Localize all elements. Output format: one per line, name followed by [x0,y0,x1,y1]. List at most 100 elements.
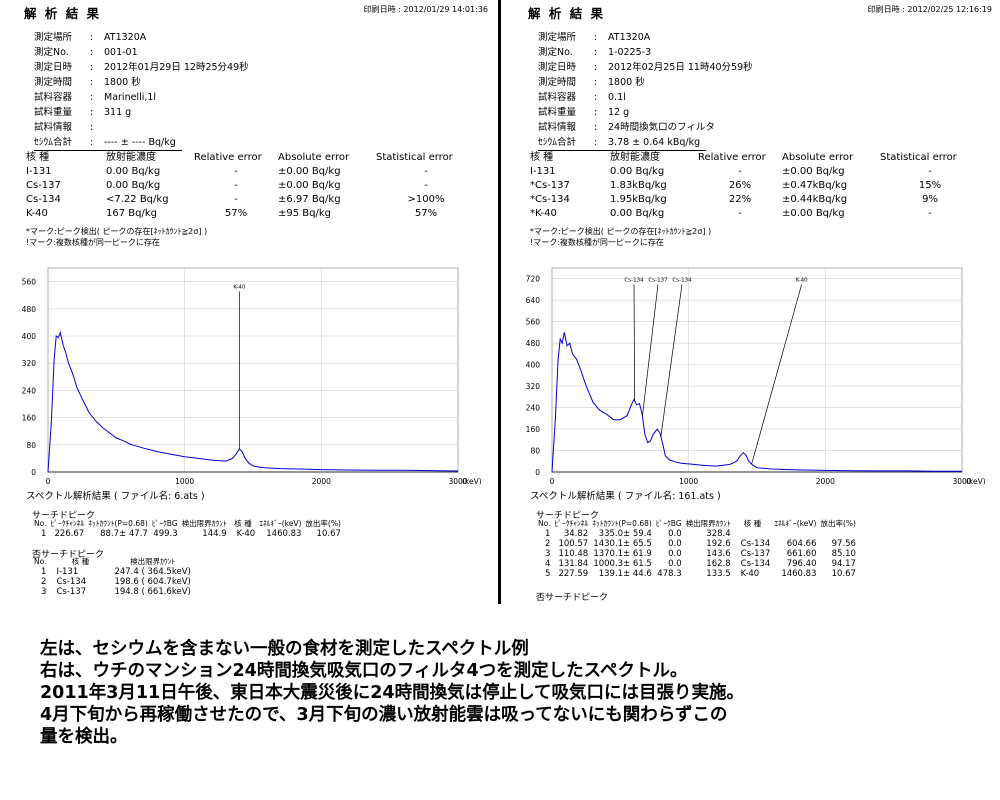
legend-notes: *マーク:ピーク検出( ピークの存在[ﾈｯﾄｶｳﾝﾄ≧2σ] ) !マーク:複数… [530,226,711,248]
meta-row: 測定場所: AT1320A [538,32,651,43]
peak-label: Cs-134 [672,277,692,283]
table-cell: 1430.1± 65.5 [593,539,652,549]
nuclide-name: Cs-137 [535,180,570,191]
absolute-error: ±0.00 Bq/kg [782,166,845,177]
table-cell: 226.67 [54,529,85,539]
table-cell: 335.0± 59.4 [598,529,652,539]
peak-marker-line [751,284,802,465]
peak-table-header: No. ﾋﾟｰｸﾁｬﾝﾈﾙ ﾈｯﾄｶｳﾝﾄ(P=0.68) ﾋﾟｰｸBG 検出限… [32,519,343,529]
x-tick-label: 3000 [448,477,467,484]
relative-error: - [738,208,742,219]
concentration: <7.22 Bq/kg [106,194,169,205]
column-header: ﾈｯﾄｶｳﾝﾄ(P=0.68) [88,519,148,528]
table-cell: 143.6 [706,549,731,559]
table-row: Cs-137 0.00 Bq/kg - ±0.00 Bq/kg - [26,179,476,193]
column-header: Absolute error [278,152,350,163]
peak-label: Cs-134 [624,277,644,283]
peak-mark: * [530,194,535,205]
meta-row: 試料情報:24時間換気口のフィルタ [538,122,715,133]
cesium-total-row: ｾｼｳﾑ合計:3.78 ± 0.64 kBq/kg [538,135,707,151]
meta-value: Marinelli,1l [104,92,157,103]
table-cell: K-40 [740,569,760,579]
table-row: *Cs-137 1.83kBq/kg 26% ±0.47kBq/kg 15% [530,179,980,193]
table-row: I-131 0.00 Bq/kg - ±0.00 Bq/kg - [26,165,476,179]
table-row: 3 Cs-137 194.8 ( 661.6keV) [32,587,193,597]
table-row: *Cs-134 1.95kBq/kg 22% ±0.44kBq/kg 9% [530,193,980,207]
statistical-error: - [424,180,428,191]
spectrum-line [551,332,962,473]
spectrum-line [47,330,459,473]
column-header: 放出率(%) [820,519,856,528]
concentration: 0.00 Bq/kg [106,180,161,191]
table-cell: 328.4 [706,529,731,539]
statistical-error: - [928,208,932,219]
meta-label: 測定No. [538,47,573,58]
x-tick-label: 0 [46,477,51,484]
search-peak-table: No. ﾋﾟｰｸﾁｬﾝﾈﾙ ﾈｯﾄｶｳﾝﾄ(P=0.68) ﾋﾟｰｸBG 検出限… [32,519,343,539]
x-tick-label: 1000 [175,477,194,484]
meta-label: ｾｼｳﾑ合計 [34,137,73,148]
meta-row: 試料容器:0.1l [538,92,626,103]
note-multi-mark: !マーク:複数核種が同一ピークに存在 [530,238,664,247]
absolute-error: ±0.00 Bq/kg [278,180,341,191]
column-header: Absolute error [782,152,854,163]
table-cell: 192.6 [706,539,731,549]
table-row: 1 I-131 247.4 ( 364.5keV) [32,567,193,577]
nonsearch-peak-title: 否サーチドピーク [32,550,105,560]
left-report: 解 析 結 果 印刷日時 : 2012/01/29 14:01:36 測定場所:… [0,0,494,604]
table-cell: Cs-134 [740,559,771,569]
meta-row: 試料重量:311 g [34,107,132,118]
column-header: ｴﾈﾙｷﾞｰ(keV) [259,519,302,528]
meta-row: 測定時間:1800 秒 [538,77,645,88]
relative-error: 57% [224,208,248,219]
concentration: 0.00 Bq/kg [610,166,665,177]
table-cell: 1460.83 [266,529,302,539]
meta-label: 測定No. [34,47,69,58]
absolute-error: ±0.00 Bq/kg [782,208,845,219]
peak-mark: * [530,208,535,219]
column-header: Statistical error [376,152,453,163]
nonsearch-peak-title: 否サーチドピーク [536,593,609,603]
meta-value: 1800 秒 [608,77,645,88]
meta-row: 測定時間:1800 秒 [34,77,141,88]
column-header: 核 種 [234,519,252,528]
absolute-error: ±0.44kBq/kg [782,194,848,205]
measurement-info: 測定場所: AT1320A 測定No.:1-0225-3 測定日時:2012年02… [538,30,753,151]
table-cell: 478.3 [657,569,682,579]
table-row: 1 226.67 88.7± 47.7 499.3 144.9 K-40 146… [32,529,343,539]
meta-value: 2012年02月25日 11時40分59秒 [608,62,753,73]
measurement-info: 測定場所: AT1320A 測定No.:001-01 測定日時:2012年01月2… [34,30,249,151]
nuclide-table-header: 核 種 放射能濃度 Relative error Absolute error … [26,151,476,165]
table-cell: Cs-134 [740,539,771,549]
table-cell: 144.9 [202,529,227,539]
column-header: ｴﾈﾙｷﾞｰ(keV) [774,519,817,528]
caption-line: 左は、セシウムを含まない一般の食材を測定したスペクトル例 [40,639,529,659]
plot-frame [551,267,963,473]
note-peak-mark: *マーク:ピーク検出( ピークの存在[ﾈｯﾄｶｳﾝﾄ≧2σ] ) [530,227,712,236]
table-cell: 247.4 ( 364.5keV) [114,567,191,577]
peak-marker-line [642,284,659,416]
table-cell: 661.60 [786,549,817,559]
cesium-total-row: ｾｼｳﾑ合計: ---- ± ---- Bq/kg [34,135,182,151]
column-header: 検出限界ｶｳﾝﾄ [685,519,731,528]
table-row: 4 131.84 1000.3± 61.5 0.0 162.8 Cs-134 796.40 9… [536,559,858,569]
column-header: No. [34,557,47,566]
table-cell: 198.6 ( 604.7keV) [114,577,191,587]
table-cell: 10.67 [831,569,856,579]
table-cell: 100.57 [558,539,589,549]
table-row: *K-40 0.00 Bq/kg - ±0.00 Bq/kg - [530,207,980,221]
table-cell: 194.8 ( 661.6keV) [114,587,191,597]
meta-label: 測定場所 [34,32,73,43]
column-header: No. [538,519,551,528]
meta-row: 測定日時:2012年01月29日 12時25分49秒 [34,62,249,73]
table-cell: I-131 [56,567,79,577]
table-cell: 604.66 [786,539,817,549]
table-cell: 0.0 [668,559,682,569]
legend-notes: *マーク:ピーク検出( ピークの存在[ﾈｯﾄｶｳﾝﾄ≧2σ] ) !マーク:複数… [26,226,207,248]
report-title: 解 析 結 果 [24,6,102,21]
statistical-error: 57% [414,208,438,219]
column-header: ﾋﾟｰｸﾁｬﾝﾈﾙ [554,519,589,528]
table-cell: Cs-137 [56,587,87,597]
meta-value: 24時間換気口のフィルタ [608,122,715,133]
peak-marker-line [660,284,683,437]
